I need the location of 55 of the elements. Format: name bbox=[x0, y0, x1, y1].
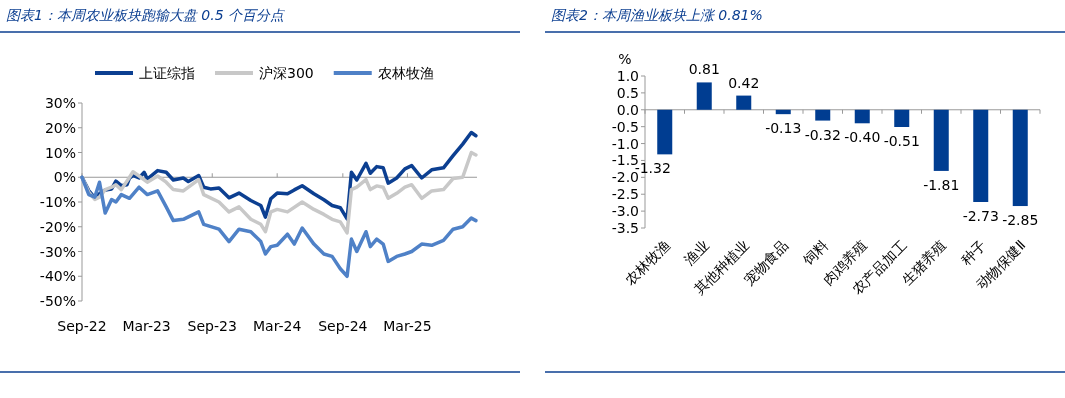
bar bbox=[894, 109, 910, 127]
y-tick-label: 0.5 bbox=[616, 84, 639, 101]
bar bbox=[973, 109, 989, 202]
data-label: -0.32 bbox=[804, 126, 841, 143]
bar bbox=[657, 109, 673, 155]
x-tick-label: Mar-23 bbox=[122, 318, 171, 334]
y-tick-label: -3.0 bbox=[611, 203, 639, 220]
y-tick-label: 1.0 bbox=[616, 68, 639, 84]
data-label: -0.40 bbox=[844, 129, 881, 146]
legend-label: 上证综指 bbox=[139, 65, 195, 81]
y-tick-label: 20% bbox=[44, 119, 76, 136]
y-tick-label: -1.5 bbox=[611, 152, 639, 169]
y-tick-label: 0% bbox=[53, 169, 76, 186]
x-tick-label: 渔业 bbox=[681, 236, 713, 268]
x-tick-label: Mar-25 bbox=[383, 318, 432, 334]
data-label: -0.13 bbox=[765, 120, 802, 137]
legend-label: 沪深300 bbox=[259, 65, 314, 81]
bar bbox=[696, 82, 712, 110]
y-tick-label: -3.5 bbox=[611, 220, 639, 236]
y-axis-title: % bbox=[618, 51, 632, 67]
y-tick-label: -2.0 bbox=[611, 169, 639, 186]
y-tick-label: -40% bbox=[39, 268, 76, 285]
y-tick-label: -1.0 bbox=[611, 135, 639, 152]
x-tick-label: 农林牧渔 bbox=[621, 236, 673, 288]
x-tick-label: Sep-22 bbox=[57, 318, 107, 334]
chart-title: 图表1：本周农业板块跑输大盘 0.5 个百分点 bbox=[6, 7, 286, 23]
x-tick-label: 种子 bbox=[957, 236, 989, 268]
y-tick-label: -10% bbox=[39, 194, 76, 210]
data-label: -1.81 bbox=[923, 176, 960, 193]
bar bbox=[1012, 109, 1028, 207]
chart-title: 图表2：本周渔业板块上涨 0.81% bbox=[551, 7, 763, 23]
y-tick-label: 0.0 bbox=[616, 101, 639, 118]
y-tick-label: 10% bbox=[44, 144, 76, 161]
data-label: -2.73 bbox=[962, 207, 999, 224]
y-tick-label: -50% bbox=[39, 293, 76, 309]
data-label: -2.85 bbox=[1002, 212, 1039, 229]
legend-label: 农林牧渔 bbox=[377, 65, 434, 81]
data-label: 0.42 bbox=[728, 74, 760, 91]
data-label: -0.51 bbox=[883, 133, 920, 149]
x-tick-label: Sep-23 bbox=[187, 318, 237, 334]
bar bbox=[736, 95, 752, 110]
line-series bbox=[80, 175, 478, 279]
bar bbox=[854, 109, 870, 124]
y-tick-label: -20% bbox=[39, 218, 76, 235]
bar bbox=[775, 109, 791, 115]
bar bbox=[933, 109, 949, 171]
x-tick-label: 饲料 bbox=[799, 236, 831, 269]
y-tick-label: -30% bbox=[39, 243, 76, 260]
x-tick-label: Sep-24 bbox=[318, 318, 368, 334]
bar bbox=[815, 109, 831, 121]
y-tick-label: 30% bbox=[44, 95, 76, 111]
x-tick-label: Mar-24 bbox=[252, 318, 302, 334]
y-tick-label: -2.5 bbox=[611, 186, 639, 203]
y-tick-label: -0.5 bbox=[611, 118, 639, 135]
data-label: 0.81 bbox=[688, 61, 720, 78]
